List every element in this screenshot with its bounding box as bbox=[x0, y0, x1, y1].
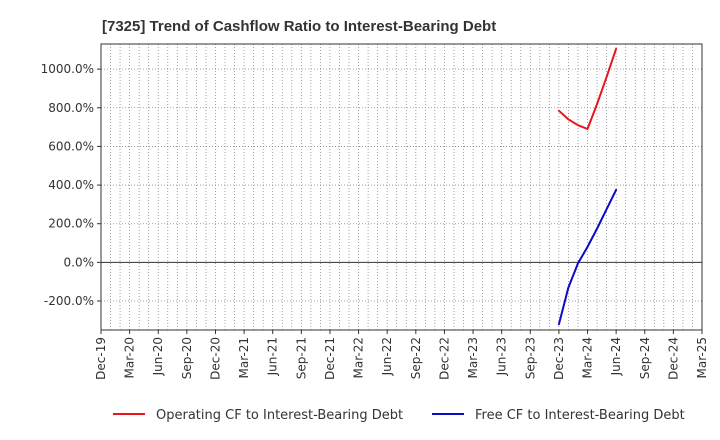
x-tick-label: Jun-24 bbox=[609, 337, 623, 376]
x-tick-label: Mar-20 bbox=[123, 337, 137, 378]
x-tick-label: Mar-21 bbox=[237, 337, 251, 378]
y-axis-ticks: 1000.0% 800.0% 600.0% 400.0% 200.0% 0.0% -200.… bbox=[41, 62, 101, 308]
x-tick-label: Dec-21 bbox=[323, 337, 337, 380]
y-tick-label: 800.0% bbox=[48, 101, 94, 115]
y-tick-label: 1000.0% bbox=[41, 62, 94, 76]
x-tick-label: Dec-24 bbox=[666, 337, 680, 380]
x-tick-label: Jun-20 bbox=[151, 337, 165, 376]
y-tick-label: 600.0% bbox=[48, 139, 94, 153]
grid bbox=[100, 44, 703, 330]
y-tick-label: -200.0% bbox=[44, 294, 94, 308]
x-tick-label: Sep-23 bbox=[523, 337, 537, 379]
x-tick-label: Sep-21 bbox=[294, 337, 308, 379]
x-tick-label: Sep-24 bbox=[638, 337, 652, 379]
x-tick-label: Mar-22 bbox=[352, 337, 366, 378]
legend-label-1: Operating CF to Interest-Bearing Debt bbox=[156, 408, 403, 423]
plot-frame bbox=[100, 43, 703, 331]
x-tick-label: Dec-20 bbox=[208, 337, 222, 380]
x-tick-label: Mar-24 bbox=[581, 337, 595, 378]
x-tick-label: Sep-22 bbox=[409, 337, 423, 379]
series-lines bbox=[557, 47, 618, 326]
legend-label-2: Free CF to Interest-Bearing Debt bbox=[475, 408, 685, 423]
x-tick-label: Dec-19 bbox=[94, 337, 108, 380]
x-tick-label: Mar-23 bbox=[466, 337, 480, 378]
chart-title: [7325] Trend of Cashflow Ratio to Intere… bbox=[102, 18, 496, 35]
x-axis-ticks: Dec-19 Mar-20 Jun-20 Sep-20 Dec-20 Mar-21 Jun-… bbox=[94, 330, 709, 380]
series-line-1 bbox=[557, 47, 618, 130]
x-tick-label: Jun-22 bbox=[380, 337, 394, 376]
x-tick-label: Mar-25 bbox=[695, 337, 709, 378]
plot-area bbox=[101, 44, 702, 330]
series-line-2 bbox=[557, 188, 618, 326]
y-tick-label: 200.0% bbox=[48, 217, 94, 231]
legend: Operating CF to Interest-Bearing Debt Fre… bbox=[113, 408, 685, 423]
y-tick-label: 400.0% bbox=[48, 178, 94, 192]
x-tick-label: Jun-21 bbox=[266, 337, 280, 376]
x-tick-label: Dec-23 bbox=[552, 337, 566, 380]
x-tick-label: Sep-20 bbox=[180, 337, 194, 379]
x-tick-label: Jun-23 bbox=[495, 337, 509, 376]
x-tick-label: Dec-22 bbox=[437, 337, 451, 380]
y-tick-label: 0.0% bbox=[64, 255, 95, 269]
